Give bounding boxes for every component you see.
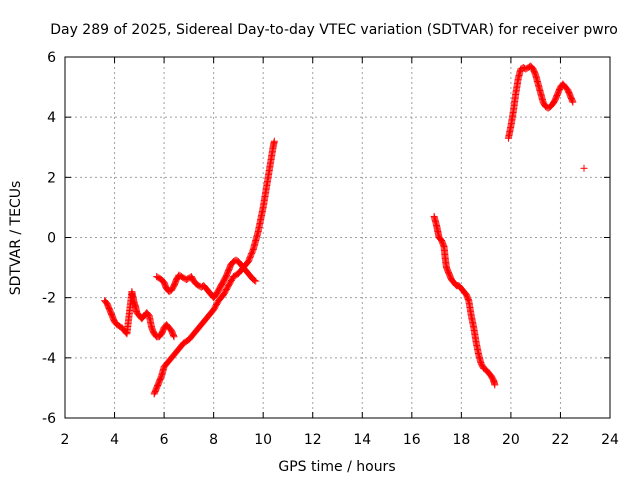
data-point-marker xyxy=(170,333,178,341)
x-tick-label: 12 xyxy=(304,432,322,448)
data-point-marker xyxy=(569,98,577,106)
data-point-marker xyxy=(270,137,278,145)
y-tick-label: 6 xyxy=(47,50,56,66)
x-tick-label: 14 xyxy=(353,432,371,448)
data-point-marker xyxy=(580,164,588,172)
x-tick-label: 24 xyxy=(601,432,619,448)
x-tick-label: 16 xyxy=(403,432,421,448)
chart-title: Day 289 of 2025, Sidereal Day-to-day VTE… xyxy=(50,22,618,38)
y-tick-label: 2 xyxy=(47,170,56,186)
y-axis-label: SDTVAR / TECUs xyxy=(8,181,24,296)
y-tick-label: 0 xyxy=(47,231,56,247)
x-tick-label: 2 xyxy=(61,432,70,448)
data-point-marker xyxy=(491,381,499,389)
data-point-marker xyxy=(251,276,259,284)
x-tick-label: 8 xyxy=(209,432,218,448)
grid-lines xyxy=(65,57,610,418)
y-tick-label: -4 xyxy=(42,351,56,367)
x-axis-label: GPS time / hours xyxy=(278,459,395,475)
data-markers xyxy=(101,62,588,398)
y-tick-label: -6 xyxy=(42,411,56,427)
x-tick-label: 18 xyxy=(452,432,470,448)
x-tick-label: 4 xyxy=(110,432,119,448)
x-tick-label: 6 xyxy=(160,432,169,448)
y-tick-label: -2 xyxy=(42,291,56,307)
data-point-marker xyxy=(252,277,260,285)
x-tick-label: 22 xyxy=(552,432,570,448)
x-tick-label: 10 xyxy=(254,432,272,448)
x-tick-label: 20 xyxy=(502,432,520,448)
y-tick-label: 4 xyxy=(47,110,56,126)
